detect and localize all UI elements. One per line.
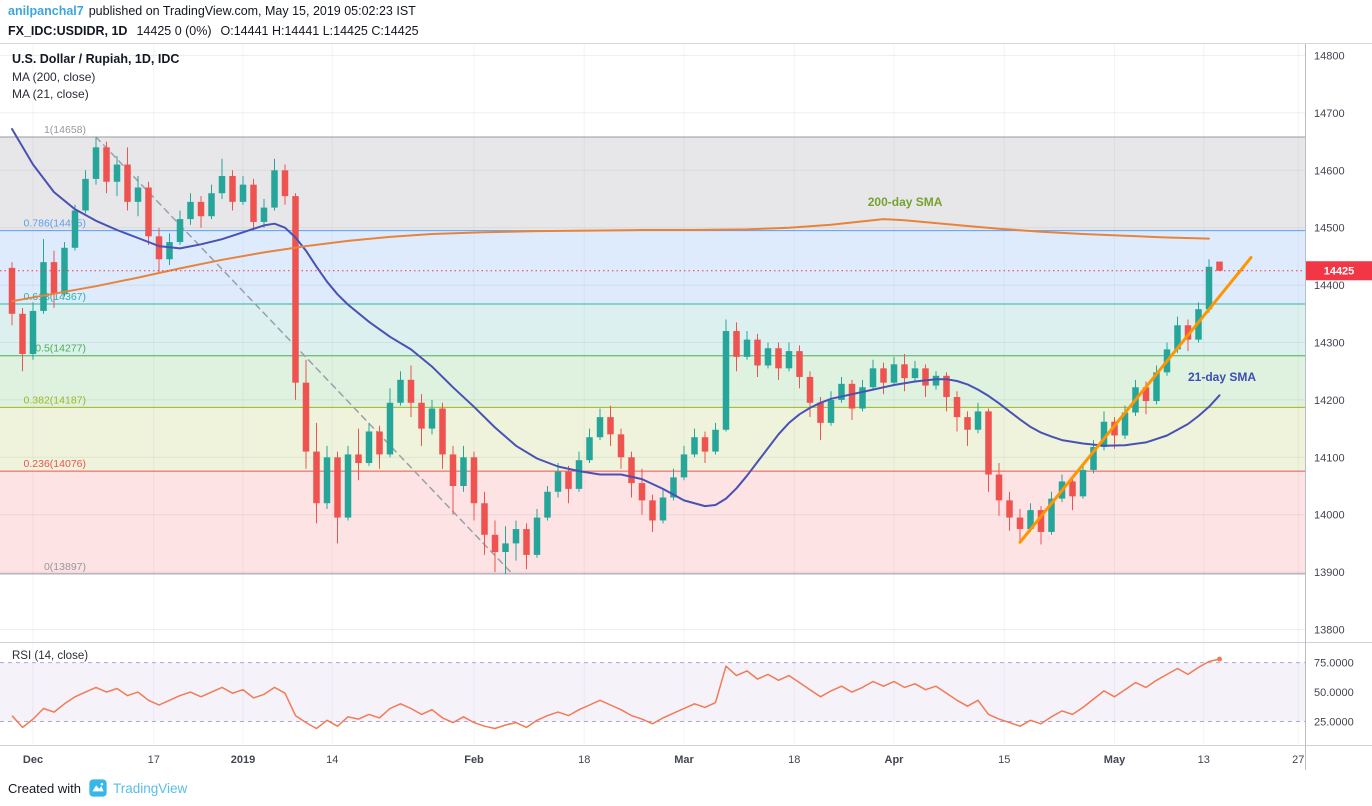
svg-text:Mar: Mar <box>674 754 694 766</box>
uptrend-support-line[interactable] <box>1018 256 1253 544</box>
downtrend-dashed-line[interactable] <box>95 136 512 573</box>
ma21-line[interactable] <box>11 128 1221 508</box>
svg-text:13: 13 <box>1198 754 1210 766</box>
svg-text:14: 14 <box>326 754 338 766</box>
created-with-text: Created with <box>8 780 81 796</box>
rsi-line[interactable] <box>11 658 1220 730</box>
fib-level-label: 0.618(14367) <box>24 291 86 303</box>
fib-level-label: 0.236(14076) <box>24 458 86 470</box>
rsi-last-value-dot <box>1217 656 1222 662</box>
fib-level-label: 0.382(14187) <box>24 394 86 406</box>
svg-text:25.0000: 25.0000 <box>1314 716 1354 728</box>
last-price-change: 14425 0 (0%) <box>136 24 212 38</box>
svg-text:14200: 14200 <box>1314 395 1345 407</box>
svg-text:17: 17 <box>148 754 160 766</box>
svg-text:50.0000: 50.0000 <box>1314 687 1354 699</box>
svg-text:14400: 14400 <box>1314 280 1345 292</box>
fib-level-label: 0(13897) <box>44 561 86 573</box>
sma200-annotation[interactable]: 200-day SMA <box>868 195 943 209</box>
gridlines <box>0 44 1305 745</box>
chart-area[interactable]: 1(14658) 0.786(14495) 0.618(14367) 0.5(1427… <box>0 44 1372 770</box>
svg-text:14800: 14800 <box>1314 50 1345 62</box>
svg-text:18: 18 <box>578 754 590 766</box>
svg-text:14500: 14500 <box>1314 223 1345 235</box>
rsi-pane: 75.0000 50.0000 25.0000 <box>0 656 1354 730</box>
svg-text:Apr: Apr <box>885 754 905 766</box>
footer: Created with TradingView <box>0 770 1372 806</box>
svg-text:2019: 2019 <box>231 754 255 766</box>
fib-level-label: 0.5(14277) <box>35 343 86 355</box>
svg-text:14000: 14000 <box>1314 510 1345 522</box>
svg-text:14600: 14600 <box>1314 165 1345 177</box>
fib-level-label: 1(14658) <box>44 124 86 136</box>
fib-level-label: 0.786(14495) <box>24 218 86 230</box>
price-chart-svg[interactable]: 1(14658) 0.786(14495) 0.618(14367) 0.5(1427… <box>0 44 1372 770</box>
publish-bar: anilpanchal7 published on TradingView.com… <box>0 0 1372 22</box>
svg-text:14700: 14700 <box>1314 108 1345 120</box>
svg-text:75.0000: 75.0000 <box>1314 658 1354 670</box>
symbol-name: FX_IDC:USDIDR, 1D <box>8 24 128 38</box>
svg-text:Dec: Dec <box>23 754 43 766</box>
svg-text:14300: 14300 <box>1314 338 1345 350</box>
svg-text:13900: 13900 <box>1314 567 1345 579</box>
current-price-badge: 14425 <box>1306 261 1372 281</box>
username-link[interactable]: anilpanchal7 <box>8 4 84 18</box>
svg-text:15: 15 <box>998 754 1010 766</box>
tradingview-brand[interactable]: TradingView <box>112 780 188 796</box>
symbol-bar: FX_IDC:USDIDR, 1D 14425 0 (0%) O:14441 H:1… <box>0 22 1372 44</box>
ohlc-readout: O:14441 H:14441 L:14425 C:14425 <box>220 24 419 38</box>
svg-text:Feb: Feb <box>464 754 484 766</box>
ma200-line[interactable] <box>11 218 1210 303</box>
svg-text:14425: 14425 <box>1324 266 1355 278</box>
sma21-annotation[interactable]: 21-day SMA <box>1188 370 1256 384</box>
svg-text:14100: 14100 <box>1314 452 1345 464</box>
price-axis[interactable]: 14800 14700 14600 14500 14400 14300 14200 14100… <box>1314 50 1345 636</box>
svg-text:May: May <box>1104 754 1126 766</box>
svg-text:27: 27 <box>1292 754 1304 766</box>
svg-text:18: 18 <box>788 754 800 766</box>
tradingview-logo-icon <box>89 779 107 797</box>
time-axis[interactable]: Dec 17 2019 14 Feb 18 Mar 18 Apr 15 May 13 27 <box>23 754 1304 766</box>
svg-text:13800: 13800 <box>1314 625 1345 637</box>
publish-text: published on TradingView.com, May 15, 20… <box>88 4 416 18</box>
